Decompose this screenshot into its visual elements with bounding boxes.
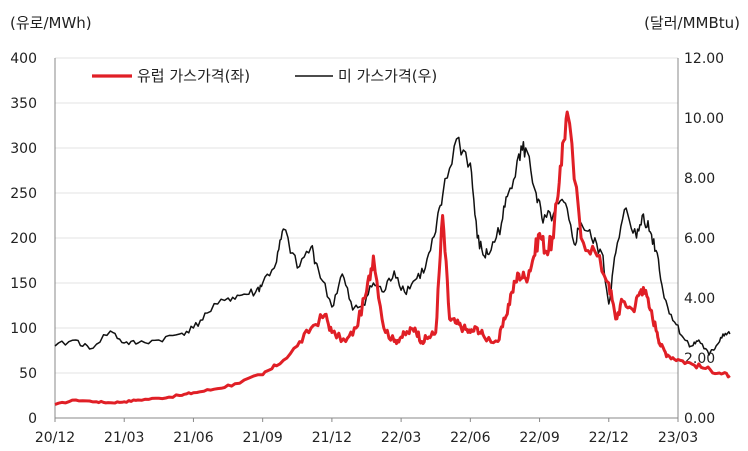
- x-tick-label: 22/09: [519, 430, 559, 446]
- x-tick-label: 20/12: [35, 430, 75, 446]
- series-lines: [54, 110, 731, 406]
- left-tick-label: 0: [28, 411, 37, 427]
- x-tick-label: 21/03: [104, 430, 144, 446]
- x-tick-label: 22/12: [589, 430, 629, 446]
- left-tick-label: 200: [10, 231, 37, 247]
- gridlines: [54, 57, 679, 419]
- right-tick-label: 8.00: [684, 171, 715, 187]
- left-axis-unit-label: (유로/MWh): [10, 14, 92, 32]
- left-tick-label: 100: [10, 321, 37, 337]
- left-tick-label: 300: [10, 141, 37, 157]
- x-tick-label: 21/06: [173, 430, 213, 446]
- left-tick-label: 400: [10, 51, 37, 67]
- right-tick-label: 4.00: [684, 291, 715, 307]
- x-tick-label: 22/03: [381, 430, 421, 446]
- left-tick-label: 250: [10, 186, 37, 202]
- right-tick-label: 12.00: [684, 51, 724, 67]
- series-line-us: [54, 136, 731, 356]
- legend-label-us: 미 가스가격(우): [338, 67, 437, 85]
- x-tick-label: 22/06: [450, 430, 490, 446]
- x-tick-label: 23/03: [658, 430, 698, 446]
- x-tick-label: 21/12: [312, 430, 352, 446]
- left-tick-label: 350: [10, 96, 37, 112]
- x-tick-label: 21/09: [242, 430, 282, 446]
- legend-label-europe: 유럽 가스가격(좌): [137, 67, 250, 85]
- left-axis-ticks: 0 50 100 150 200 250 300 350 400: [10, 51, 37, 427]
- right-tick-label: 0.00: [684, 411, 715, 427]
- left-tick-label: 150: [10, 276, 37, 292]
- x-axis-ticks: 20/12 21/03 21/06 21/09 21/12 22/03 22/06 22/09…: [35, 418, 698, 446]
- legend: 유럽 가스가격(좌) 미 가스가격(우): [92, 67, 437, 85]
- right-tick-label: 10.00: [684, 111, 724, 127]
- left-tick-label: 50: [19, 366, 37, 382]
- series-line-europe: [54, 110, 731, 406]
- right-tick-label: 6.00: [684, 231, 715, 247]
- right-axis-unit-label: (달러/MMBtu): [644, 14, 740, 32]
